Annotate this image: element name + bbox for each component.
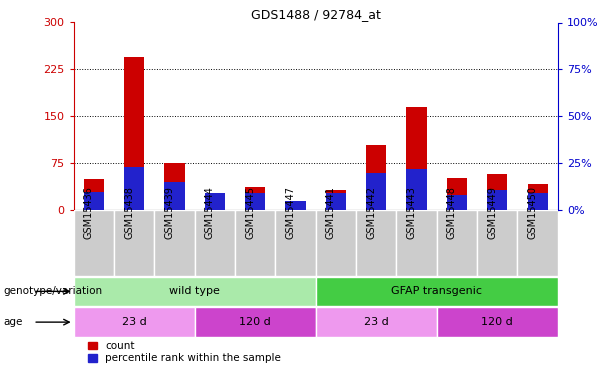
Text: age: age — [3, 317, 23, 327]
Bar — [195, 210, 235, 276]
Bar — [437, 308, 558, 337]
Text: GSM15450: GSM15450 — [528, 186, 538, 239]
Bar — [245, 187, 265, 210]
Bar — [83, 179, 104, 210]
Text: 23 d: 23 d — [122, 317, 147, 327]
Bar — [83, 192, 104, 210]
Text: GSM15439: GSM15439 — [164, 186, 175, 239]
Bar — [437, 210, 477, 276]
Bar — [275, 210, 316, 276]
Bar — [528, 184, 548, 210]
Text: GSM15447: GSM15447 — [286, 186, 295, 239]
Bar — [74, 210, 114, 276]
Bar — [447, 195, 467, 210]
Text: GSM15442: GSM15442 — [366, 186, 376, 239]
Bar — [397, 210, 437, 276]
Text: GSM15445: GSM15445 — [245, 186, 255, 239]
Bar — [286, 202, 306, 210]
Bar — [245, 194, 265, 210]
Bar — [406, 107, 427, 210]
Title: GDS1488 / 92784_at: GDS1488 / 92784_at — [251, 8, 381, 21]
Bar — [366, 145, 386, 210]
Text: GFAP transgenic: GFAP transgenic — [391, 286, 482, 296]
Bar — [477, 210, 517, 276]
Bar — [124, 57, 144, 210]
Text: GSM15438: GSM15438 — [124, 186, 134, 239]
Text: wild type: wild type — [169, 286, 220, 296]
Bar — [487, 174, 508, 210]
Bar — [205, 193, 225, 210]
Text: GSM15443: GSM15443 — [406, 186, 417, 239]
Bar — [286, 201, 306, 210]
Text: GSM15444: GSM15444 — [205, 186, 215, 239]
Text: GSM15436: GSM15436 — [84, 186, 94, 239]
Text: GSM15449: GSM15449 — [487, 186, 497, 239]
Legend: count, percentile rank within the sample: count, percentile rank within the sample — [88, 341, 281, 363]
Bar — [528, 194, 548, 210]
Bar — [326, 190, 346, 210]
Bar — [154, 210, 195, 276]
Bar — [316, 277, 558, 306]
Bar — [366, 173, 386, 210]
Text: 120 d: 120 d — [239, 317, 271, 327]
Bar — [517, 210, 558, 276]
Bar — [124, 167, 144, 210]
Text: genotype/variation: genotype/variation — [3, 286, 102, 296]
Bar — [447, 178, 467, 210]
Bar — [235, 210, 275, 276]
Bar — [195, 308, 316, 337]
Text: 120 d: 120 d — [481, 317, 513, 327]
Text: 23 d: 23 d — [364, 317, 389, 327]
Bar — [74, 308, 195, 337]
Bar — [114, 210, 154, 276]
Bar — [316, 308, 437, 337]
Text: GSM15441: GSM15441 — [326, 186, 336, 239]
Text: GSM15448: GSM15448 — [447, 186, 457, 239]
Bar — [164, 164, 185, 210]
Bar — [326, 194, 346, 210]
Bar — [164, 182, 185, 210]
Bar — [74, 277, 316, 306]
Bar — [356, 210, 397, 276]
Bar — [205, 194, 225, 210]
Bar — [406, 169, 427, 210]
Bar — [487, 190, 508, 210]
Bar — [316, 210, 356, 276]
